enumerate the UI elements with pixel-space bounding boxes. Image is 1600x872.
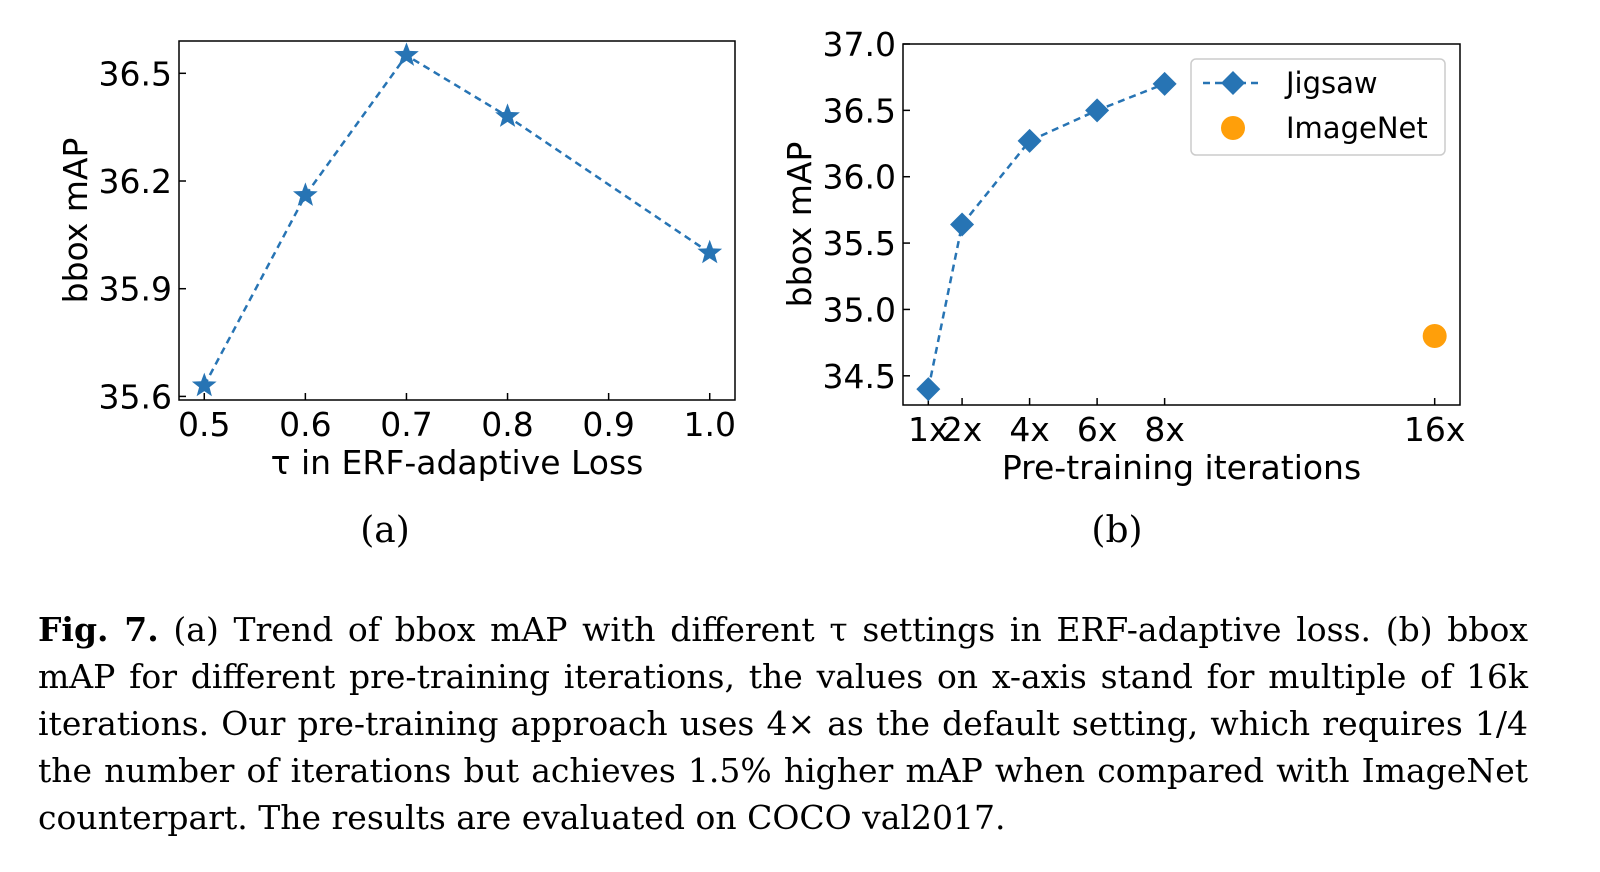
chart-b-series xyxy=(916,71,1447,402)
b-y-tick-label: 35.0 xyxy=(823,290,896,329)
a-y-tick-label: 36.5 xyxy=(99,54,172,93)
a-x-tick-label: 0.9 xyxy=(582,405,634,444)
figure-caption: Fig. 7. (a) Trend of bbox mAP with diffe… xyxy=(38,606,1528,841)
b-x-tick-label: 2x xyxy=(942,410,983,449)
b-x-tick-label: 8x xyxy=(1144,410,1185,449)
a-x-tick-label: 0.8 xyxy=(481,405,533,444)
b-data-point-circle xyxy=(1422,323,1447,348)
legend-imagenet-marker xyxy=(1221,116,1245,140)
chart-b-plot-frame xyxy=(902,43,1461,406)
a-x-tick-label: 1.0 xyxy=(683,405,735,444)
chart-a-y-axis-label: bbox mAP xyxy=(56,138,95,304)
legend-imagenet-label: ImageNet xyxy=(1286,111,1428,145)
a-data-point-star xyxy=(394,42,419,66)
a-x-tick-label: 0.6 xyxy=(279,405,331,444)
b-y-tick-label: 35.5 xyxy=(823,224,896,263)
legend-jigsaw-label: Jigsaw xyxy=(1284,66,1378,100)
a-data-point-star xyxy=(697,239,723,264)
chart-b-subfigure-label: (b) xyxy=(1091,510,1142,551)
a-series-0-line xyxy=(203,53,711,387)
b-x-tick-label: 1x xyxy=(908,410,949,449)
legend-jigsaw-marker xyxy=(1221,71,1245,95)
b-y-tick-label: 34.5 xyxy=(823,357,896,396)
a-data-point-star xyxy=(293,182,318,206)
b-y-tick-label: 36.5 xyxy=(823,91,896,130)
chart-a: 0.5 0.6 0.7 0.8 0.9 1.0 35.6 35.9 36.2 36.5 τ in … xyxy=(56,40,736,551)
b-data-point-diamond xyxy=(1085,98,1110,123)
a-x-tick-label: 0.5 xyxy=(178,405,230,444)
a-x-tick-label: 0.7 xyxy=(380,405,432,444)
b-data-point-diamond xyxy=(1152,71,1177,96)
a-y-tick-label: 35.9 xyxy=(99,270,172,309)
caption-label: Fig. 7. xyxy=(38,610,159,649)
chart-a-plot-frame xyxy=(178,40,736,401)
b-data-point-diamond xyxy=(1017,128,1042,153)
chart-a-subfigure-label: (a) xyxy=(360,510,410,551)
caption-text: (a) Trend of bbox mAP with different τ s… xyxy=(38,610,1529,837)
b-y-tick-label: 37.0 xyxy=(823,25,896,64)
chart-a-x-axis-label: τ in ERF-adaptive Loss xyxy=(271,443,644,482)
a-y-tick-label: 36.2 xyxy=(99,162,172,201)
b-data-point-diamond xyxy=(916,377,941,402)
b-series-0-line xyxy=(927,82,1166,390)
a-y-tick-label: 35.6 xyxy=(99,377,172,416)
a-data-point-star xyxy=(191,372,217,397)
b-x-tick-label: 16x xyxy=(1404,410,1466,449)
b-x-tick-label: 4x xyxy=(1009,410,1050,449)
b-y-tick-label: 36.0 xyxy=(823,158,896,197)
chart-b-legend: Jigsaw ImageNet xyxy=(1190,58,1446,156)
chart-a-series xyxy=(191,42,723,397)
b-data-point-diamond xyxy=(950,212,975,237)
chart-b-y-axis-label: bbox mAP xyxy=(780,142,819,308)
b-x-tick-label: 6x xyxy=(1077,410,1118,449)
chart-a-ticks: 0.5 0.6 0.7 0.8 0.9 1.0 35.6 35.9 36.2 36.5 xyxy=(99,54,736,444)
a-data-point-star xyxy=(495,103,520,127)
chart-b-x-axis-label: Pre-training iterations xyxy=(1002,448,1361,487)
